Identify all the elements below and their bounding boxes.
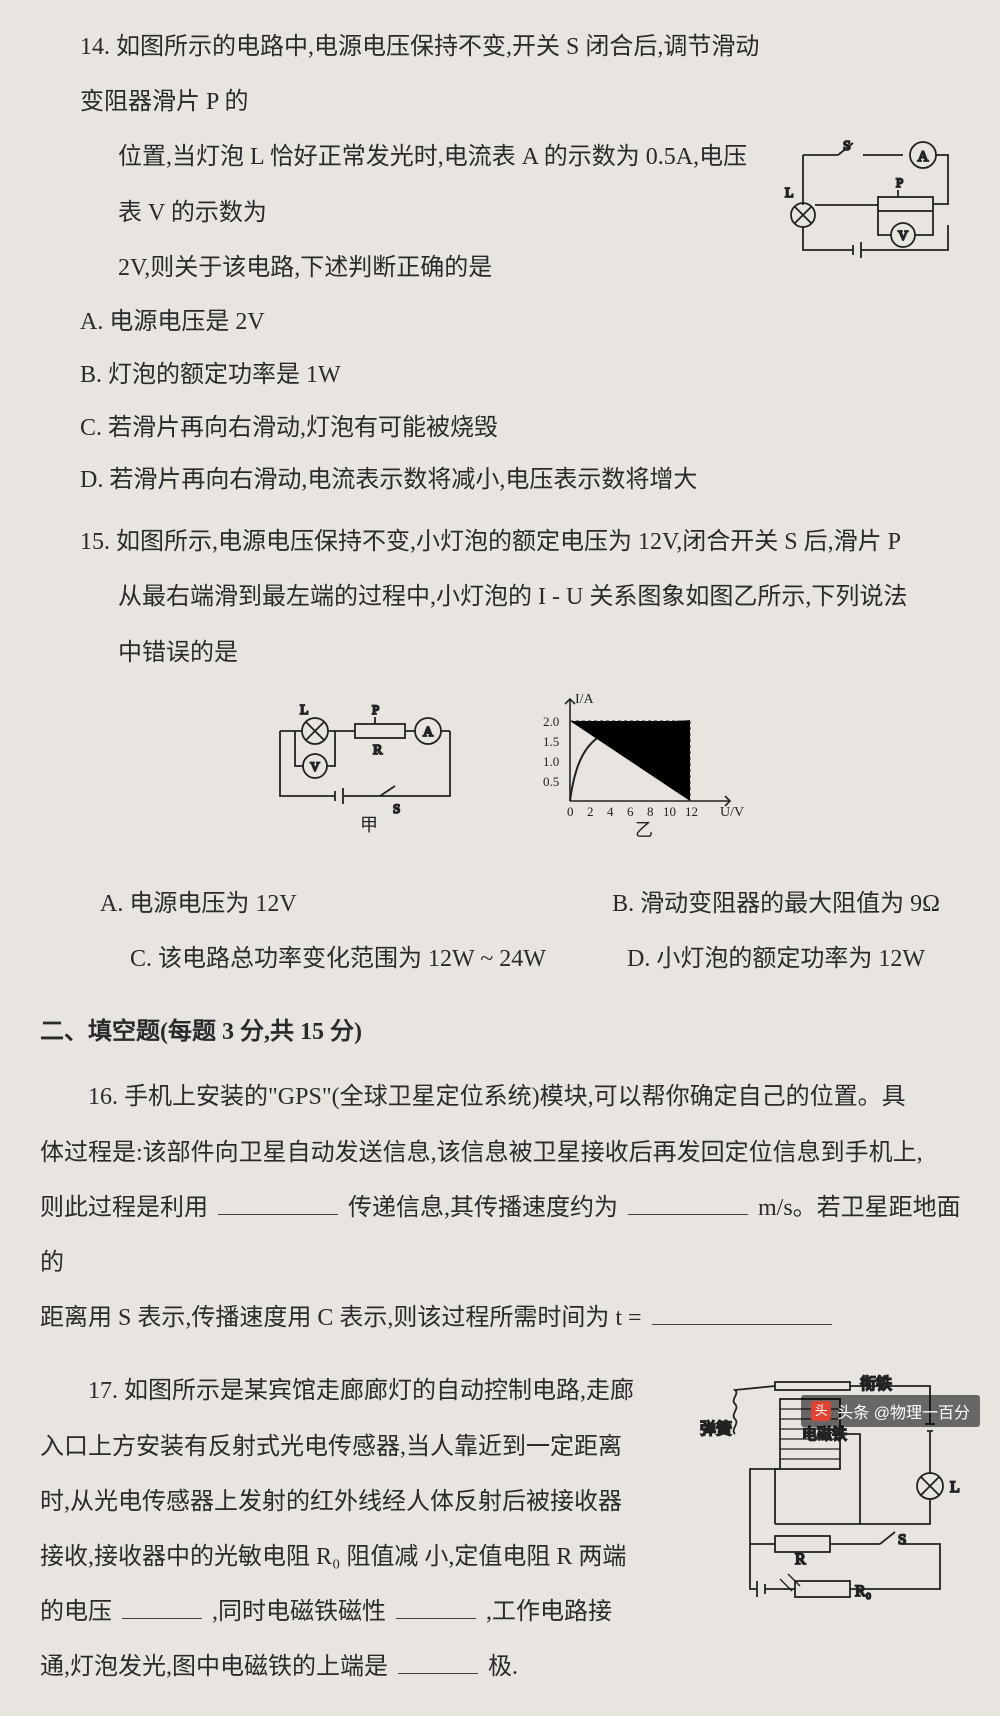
q15-optD: D. 小灯泡的额定功率为 12W [627,932,925,987]
q17-l5b: ,同时电磁铁磁性 [212,1599,386,1625]
section2-header: 二、填空题(每题 3 分,共 15 分) [40,1005,970,1060]
svg-text:0.5: 0.5 [543,774,559,789]
q17-blank2 [396,1593,476,1619]
svg-text:6: 6 [627,804,634,819]
svg-text:12: 12 [685,804,698,819]
svg-text:10: 10 [663,804,676,819]
q15-num: 15. [80,529,110,555]
svg-text:V: V [898,229,908,244]
svg-text:A: A [423,725,434,740]
q17-l5c: ,工作电路接 [486,1599,612,1625]
svg-text:1.5: 1.5 [543,734,559,749]
q14-optA: A. 电源电压是 2V [80,296,970,349]
svg-text:4: 4 [607,804,614,819]
svg-text:乙: 乙 [635,820,653,840]
q17-blank3 [398,1648,478,1674]
watermark-icon: 头 [811,1401,831,1421]
q17-l2: 入口上方安装有反射式光电传感器,当人靠近到一定距离 [40,1420,660,1475]
svg-text:I/A: I/A [575,692,595,707]
q14-optD: D. 若滑片再向右滑动,电流表示数将减小,电压表示数将增大 [80,454,970,507]
svg-text:1.0: 1.0 [543,754,559,769]
q16-l3b: 传递信息,其传播速度约为 [348,1195,618,1221]
q14-stem2: 位置,当灯泡 L 恰好正常发光时,电流表 A 的示数为 0.5A,电压表 V 的… [118,144,747,225]
svg-text:L: L [785,186,794,201]
q15-stem3: 中错误的是 [118,640,238,666]
svg-text:衔铁: 衔铁 [860,1375,892,1393]
q14-circuit: A S L P V [783,135,968,265]
svg-text:A: A [918,149,929,165]
q14-stem1: 如图所示的电路中,电源电压保持不变,开关 S 闭合后,调节滑动变阻器滑片 P 的 [80,34,759,115]
q17-l1: 如图所示是某宾馆走廊廊灯的自动控制电路,走廊 [124,1378,634,1404]
svg-text:甲: 甲 [360,815,378,835]
q17-l4: 接收,接收器中的光敏电阻 R₀ 阻值减 小,定值电阻 R 两端 [40,1530,660,1585]
q16-l3a: 则此过程是利用 [40,1195,208,1221]
q14-stem3: 2V,则关于该电路,下述判断正确的是 [118,255,492,281]
svg-text:S: S [843,139,851,154]
q14-optC: C. 若滑片再向右滑动,灯泡有可能被烧毁 [80,402,970,455]
watermark: 头 头条 @物理一百分 [801,1395,980,1427]
svg-text:2: 2 [587,804,594,819]
svg-text:U/V: U/V [720,805,744,820]
q17-l6b: 极. [488,1654,518,1680]
svg-text:L: L [950,1479,960,1496]
svg-text:R: R [795,1551,806,1568]
svg-text:R₀: R₀ [855,1583,871,1600]
q17-l6a: 通,灯泡发光,图中电磁铁的上端是 [40,1654,388,1680]
q16-num: 16. [88,1084,118,1110]
svg-text:弹簧: 弹簧 [700,1419,732,1438]
svg-text:8: 8 [647,804,654,819]
q15-stem1: 如图所示,电源电压保持不变,小灯泡的额定电压为 12V,闭合开关 S 后,滑片 … [116,529,901,555]
svg-text:S: S [393,801,400,816]
q16-l2: 体过程是:该部件向卫星自动发送信息,该信息被卫星接收后再发回定位信息到手机上, [40,1140,923,1166]
q15-optA: A. 电源电压为 12V [100,877,297,932]
svg-text:V: V [310,759,320,774]
svg-text:L: L [300,703,309,718]
svg-text:R: R [373,743,383,758]
q14-optB: B. 灯泡的额定功率是 1W [80,349,970,402]
svg-text:P: P [896,175,903,190]
svg-text:S: S [898,1532,906,1548]
q16-blank1 [218,1188,338,1214]
q15-optB: B. 滑动变阻器的最大阻值为 9Ω [612,877,940,932]
svg-text:P: P [372,702,379,717]
svg-text:2.0: 2.0 [543,714,559,729]
q15-optC: C. 该电路总功率变化范围为 12W ~ 24W [130,932,546,987]
q16-blank2 [628,1188,748,1214]
q17-blank1 [122,1593,202,1619]
watermark-text: 头条 @物理一百分 [837,1399,970,1423]
q17-l3: 时,从光电传感器上发射的红外线经人体反射后被接收器 [40,1475,660,1530]
q17-num: 17. [88,1378,118,1404]
q15-stem2: 从最右端滑到最左端的过程中,小灯泡的 I - U 关系图象如图乙所示,下列说法 [118,584,907,610]
q15-circuit: L P R A V S 甲 [265,701,465,862]
q17-l5a: 的电压 [40,1599,112,1625]
q16-l4a: 距离用 S 表示,传播速度用 C 表示,则该过程所需时间为 t = [40,1305,642,1331]
q16-l1: 手机上安装的"GPS"(全球卫星定位系统)模块,可以帮你确定自己的位置。具 [124,1084,906,1110]
q15-graph: I/A U/V 0.5 1.0 1.5 2.0 0 2 4 6 8 10 [525,691,745,862]
q14-num: 14. [80,34,110,60]
q16-blank3 [652,1299,832,1325]
svg-text:0: 0 [567,804,574,819]
